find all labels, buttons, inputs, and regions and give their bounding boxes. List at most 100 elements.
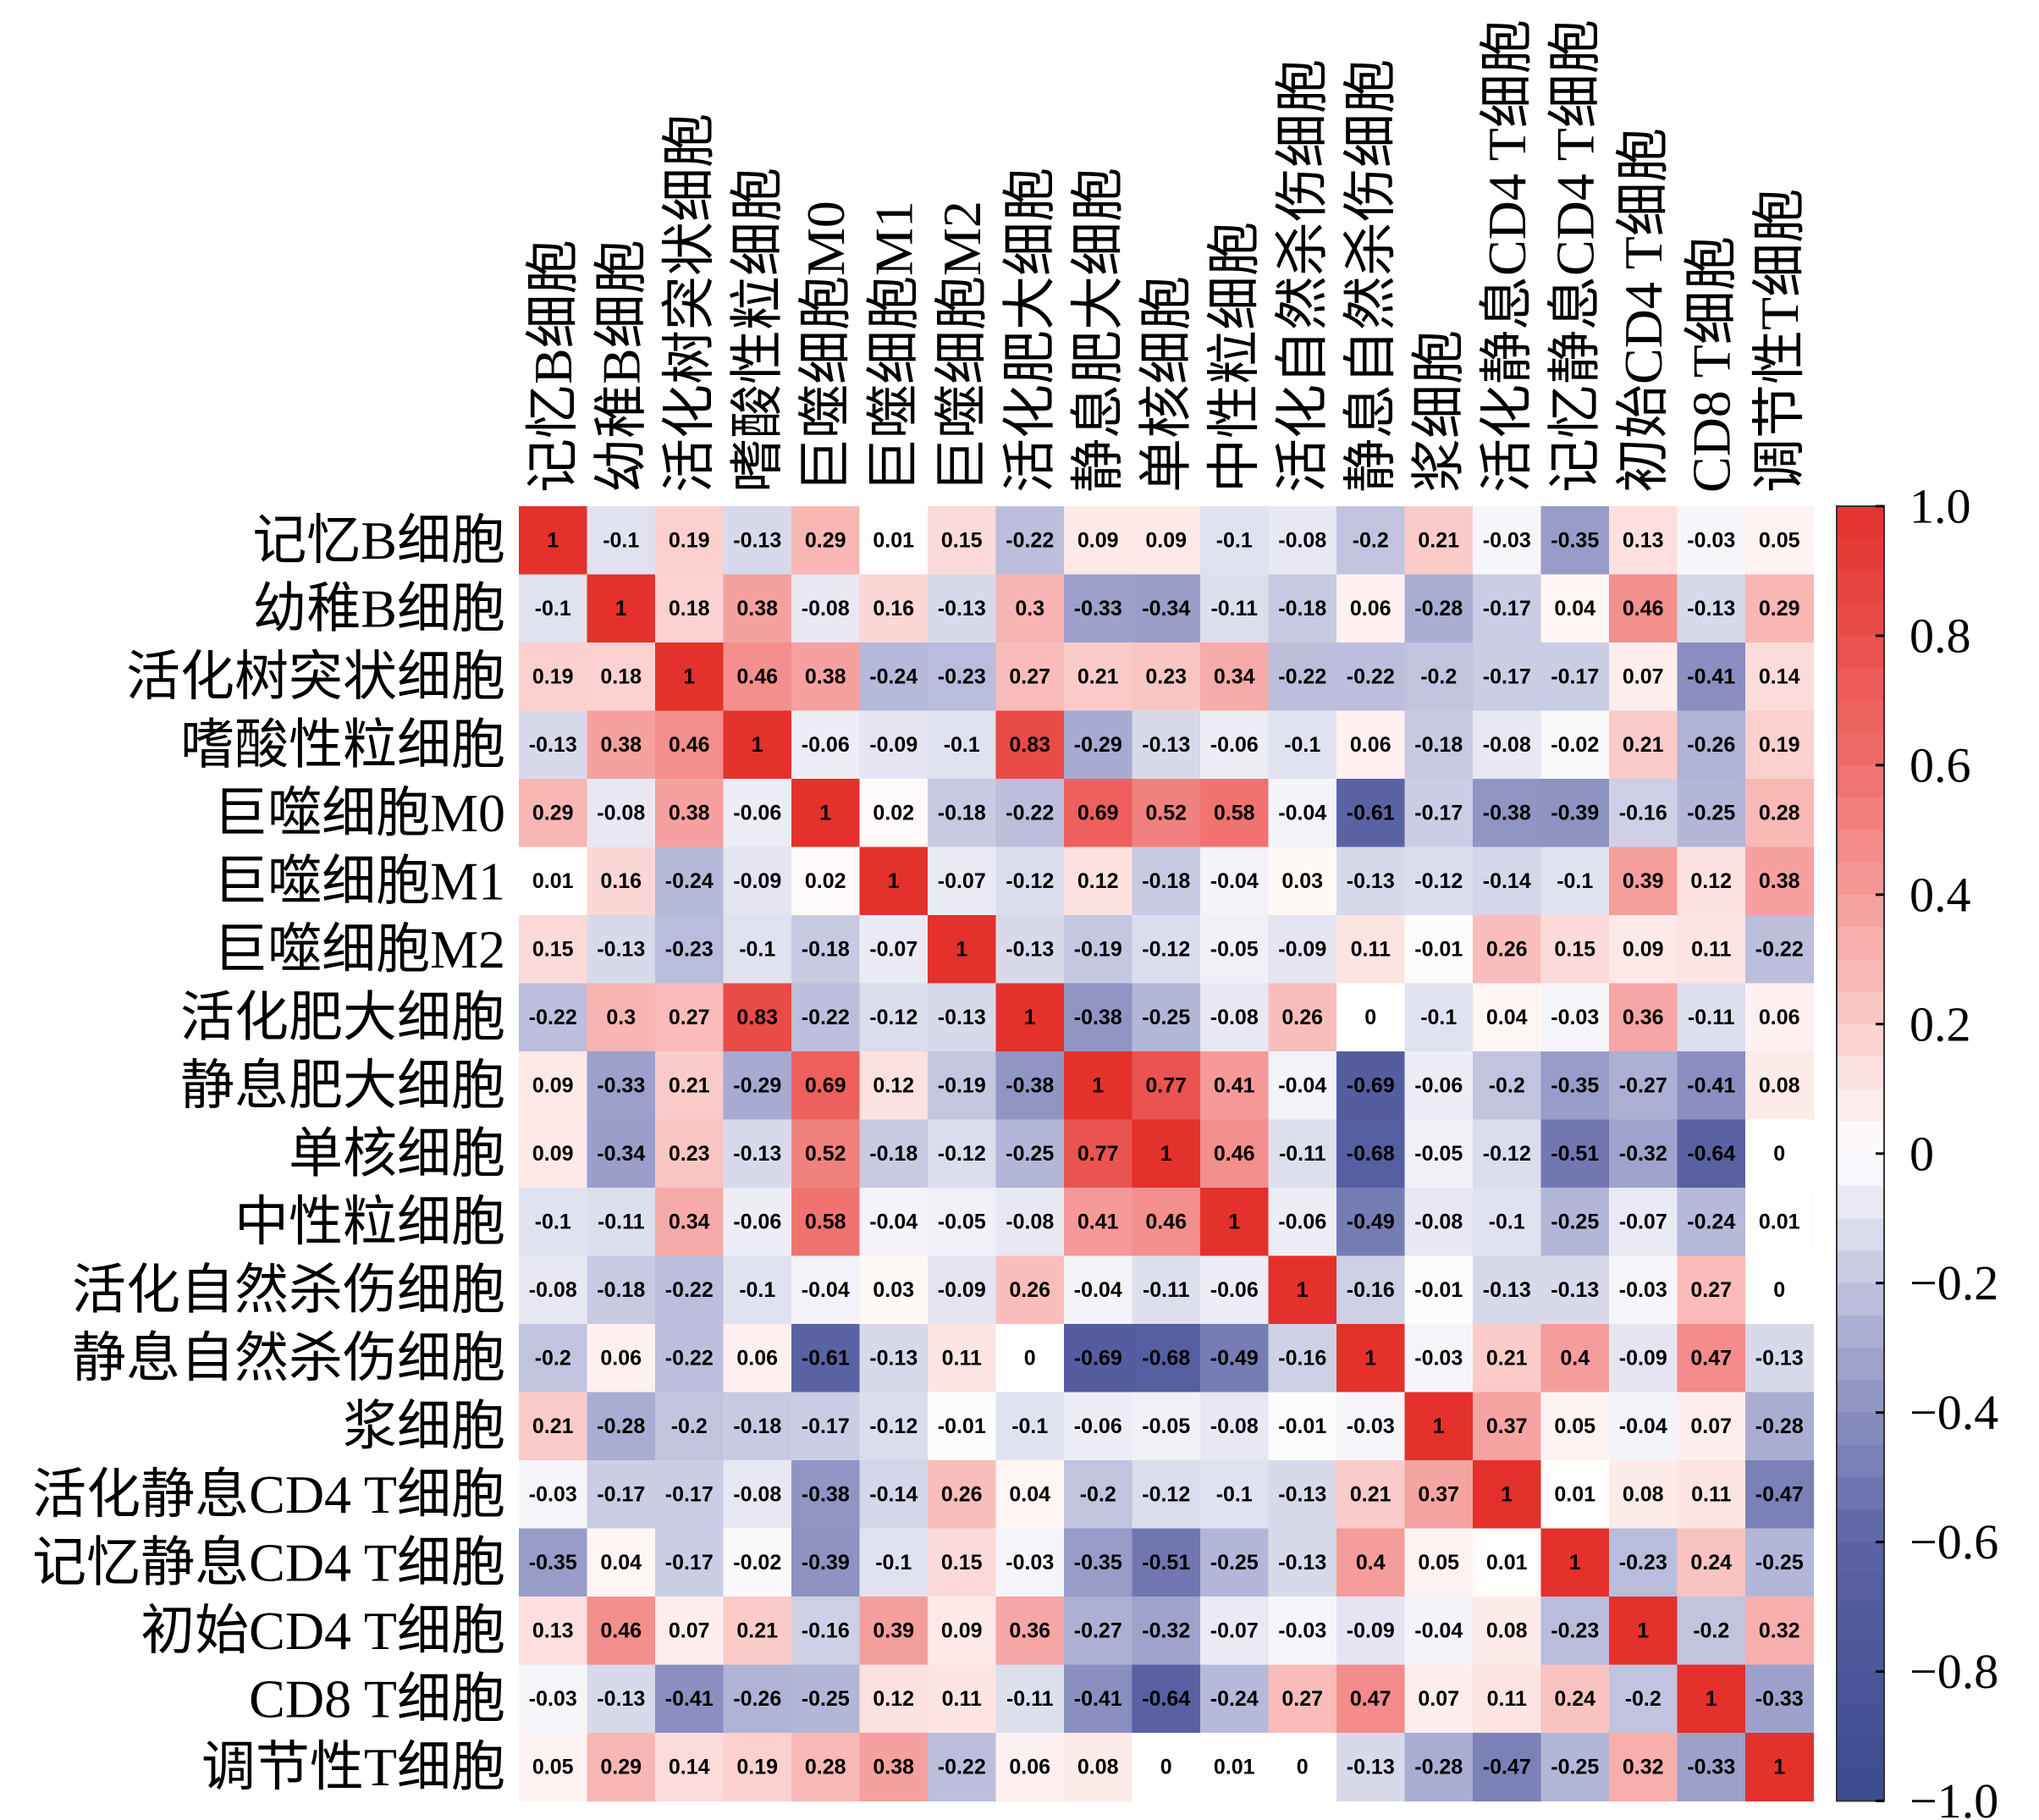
heatmap-cell bbox=[1609, 710, 1678, 780]
cell-value: -0.22 bbox=[529, 1006, 577, 1029]
cell-value: -0.08 bbox=[1414, 1210, 1463, 1233]
heatmap-cell bbox=[1473, 1051, 1542, 1121]
cell-value: -0.24 bbox=[1210, 1687, 1259, 1711]
heatmap-cell bbox=[1404, 847, 1474, 916]
colorbar-band bbox=[1837, 862, 1884, 896]
colorbar-tick-label: 0.8 bbox=[1909, 608, 1971, 663]
cell-value: 0.21 bbox=[1077, 665, 1119, 688]
cell-value: -0.12 bbox=[1414, 869, 1463, 893]
cell-value: 0.06 bbox=[1009, 1755, 1050, 1779]
heatmap-cell bbox=[723, 1324, 792, 1393]
heatmap-cell bbox=[1609, 1664, 1678, 1734]
heatmap-cell bbox=[723, 1460, 792, 1530]
heatmap-cell bbox=[1132, 506, 1201, 576]
heatmap-cell bbox=[1473, 847, 1542, 916]
heatmap-cell bbox=[1473, 710, 1542, 780]
cell-value: 0.27 bbox=[1690, 1278, 1732, 1302]
cell-value: -0.13 bbox=[1687, 597, 1735, 620]
cell-value: 0.01 bbox=[873, 528, 914, 552]
column-label: 活化静息CD4 T细胞 bbox=[1477, 19, 1537, 493]
heatmap-cell bbox=[1132, 710, 1201, 780]
colorbar-band bbox=[1837, 1574, 1884, 1608]
cell-value: -0.35 bbox=[1551, 1073, 1599, 1097]
heatmap-cell bbox=[1745, 574, 1815, 643]
heatmap-cell bbox=[1609, 1188, 1678, 1257]
colorbar-band bbox=[1837, 991, 1884, 1025]
cell-value: 0.06 bbox=[1350, 597, 1391, 620]
cell-value: -0.18 bbox=[1278, 597, 1326, 620]
cell-value: -0.1 bbox=[535, 1210, 571, 1233]
heatmap-cell bbox=[723, 643, 792, 712]
cell-value: -0.06 bbox=[1278, 1210, 1326, 1233]
heatmap-cell bbox=[587, 1664, 656, 1734]
cell-value: -0.24 bbox=[1687, 1210, 1735, 1233]
cell-value: -0.22 bbox=[1006, 528, 1054, 552]
cell-value: -0.25 bbox=[1006, 1142, 1054, 1166]
colorbar-tick-label: 0.4 bbox=[1909, 867, 1971, 922]
heatmap-cell bbox=[1609, 1051, 1678, 1121]
heatmap-cell bbox=[1064, 1255, 1133, 1325]
heatmap-cell bbox=[1064, 1733, 1133, 1802]
heatmap-cell bbox=[995, 915, 1065, 984]
cell-value: 0.06 bbox=[736, 1346, 778, 1370]
heatmap-cell bbox=[519, 983, 588, 1052]
heatmap-cell bbox=[1745, 1119, 1815, 1189]
cell-value: 0 bbox=[1160, 1755, 1172, 1779]
heatmap-cell bbox=[1745, 779, 1815, 848]
heatmap-cell bbox=[1132, 779, 1201, 848]
heatmap-cell bbox=[1268, 1255, 1337, 1325]
cell-value: -0.1 bbox=[944, 733, 980, 757]
cell-value: -0.18 bbox=[869, 1142, 918, 1166]
heatmap-cell bbox=[791, 1528, 861, 1597]
cell-value: -0.09 bbox=[1278, 937, 1326, 961]
heatmap-cell bbox=[928, 1255, 997, 1325]
cell-value: -0.26 bbox=[1687, 733, 1735, 757]
heatmap-cell bbox=[1064, 1119, 1133, 1189]
heatmap-cell bbox=[791, 1733, 861, 1802]
cell-value: -0.11 bbox=[1279, 1142, 1326, 1166]
cell-value: -0.07 bbox=[1619, 1210, 1667, 1233]
heatmap-cell bbox=[587, 983, 656, 1052]
row-label: 活化自然杀伤细胞 bbox=[72, 1260, 505, 1320]
heatmap-cell bbox=[995, 574, 1065, 643]
heatmap-cell bbox=[1268, 1188, 1337, 1257]
heatmap-cell bbox=[1540, 506, 1610, 576]
cell-value: -0.35 bbox=[529, 1551, 577, 1575]
heatmap-cell bbox=[519, 1188, 588, 1257]
cell-value: -0.05 bbox=[1142, 1415, 1190, 1438]
column-label: 活化树突状细胞 bbox=[659, 113, 719, 493]
cell-value: -0.41 bbox=[1074, 1687, 1122, 1711]
heatmap-cell bbox=[1132, 1188, 1201, 1257]
colorbar-band bbox=[1837, 1315, 1884, 1348]
cell-value: 0.12 bbox=[1690, 869, 1732, 893]
heatmap-cell bbox=[928, 983, 997, 1052]
heatmap-cell bbox=[1064, 1324, 1133, 1393]
row-label: 记忆B细胞 bbox=[252, 510, 505, 571]
heatmap-cell bbox=[587, 847, 656, 916]
cell-value: -0.47 bbox=[1755, 1482, 1804, 1506]
cell-value: 0.08 bbox=[1759, 1073, 1800, 1097]
heatmap-cell bbox=[928, 1119, 997, 1189]
heatmap-cell bbox=[1677, 1392, 1746, 1461]
cell-value: -0.22 bbox=[938, 1755, 986, 1779]
heatmap-cell bbox=[655, 1051, 725, 1121]
heatmap-cell bbox=[1745, 1460, 1815, 1530]
heatmap-cell bbox=[1404, 915, 1474, 984]
heatmap-cell bbox=[791, 1664, 861, 1734]
cell-value: -0.41 bbox=[1687, 665, 1735, 688]
heatmap-cell bbox=[655, 574, 725, 643]
heatmap-cell bbox=[995, 847, 1065, 916]
cell-value: -0.23 bbox=[938, 665, 986, 688]
colorbar-band bbox=[1837, 1639, 1884, 1673]
cell-value: -0.02 bbox=[1551, 733, 1599, 757]
heatmap-cell bbox=[1336, 779, 1406, 848]
cell-value: -0.05 bbox=[938, 1210, 986, 1233]
heatmap-cell bbox=[1473, 1733, 1542, 1802]
cell-value: 1 bbox=[1228, 1210, 1240, 1233]
cell-value: 0.38 bbox=[600, 733, 642, 757]
heatmap-cell bbox=[995, 710, 1065, 780]
heatmap-cell bbox=[928, 1597, 997, 1666]
cell-value: -0.06 bbox=[733, 1210, 781, 1233]
cell-value: -0.03 bbox=[1414, 1346, 1463, 1370]
